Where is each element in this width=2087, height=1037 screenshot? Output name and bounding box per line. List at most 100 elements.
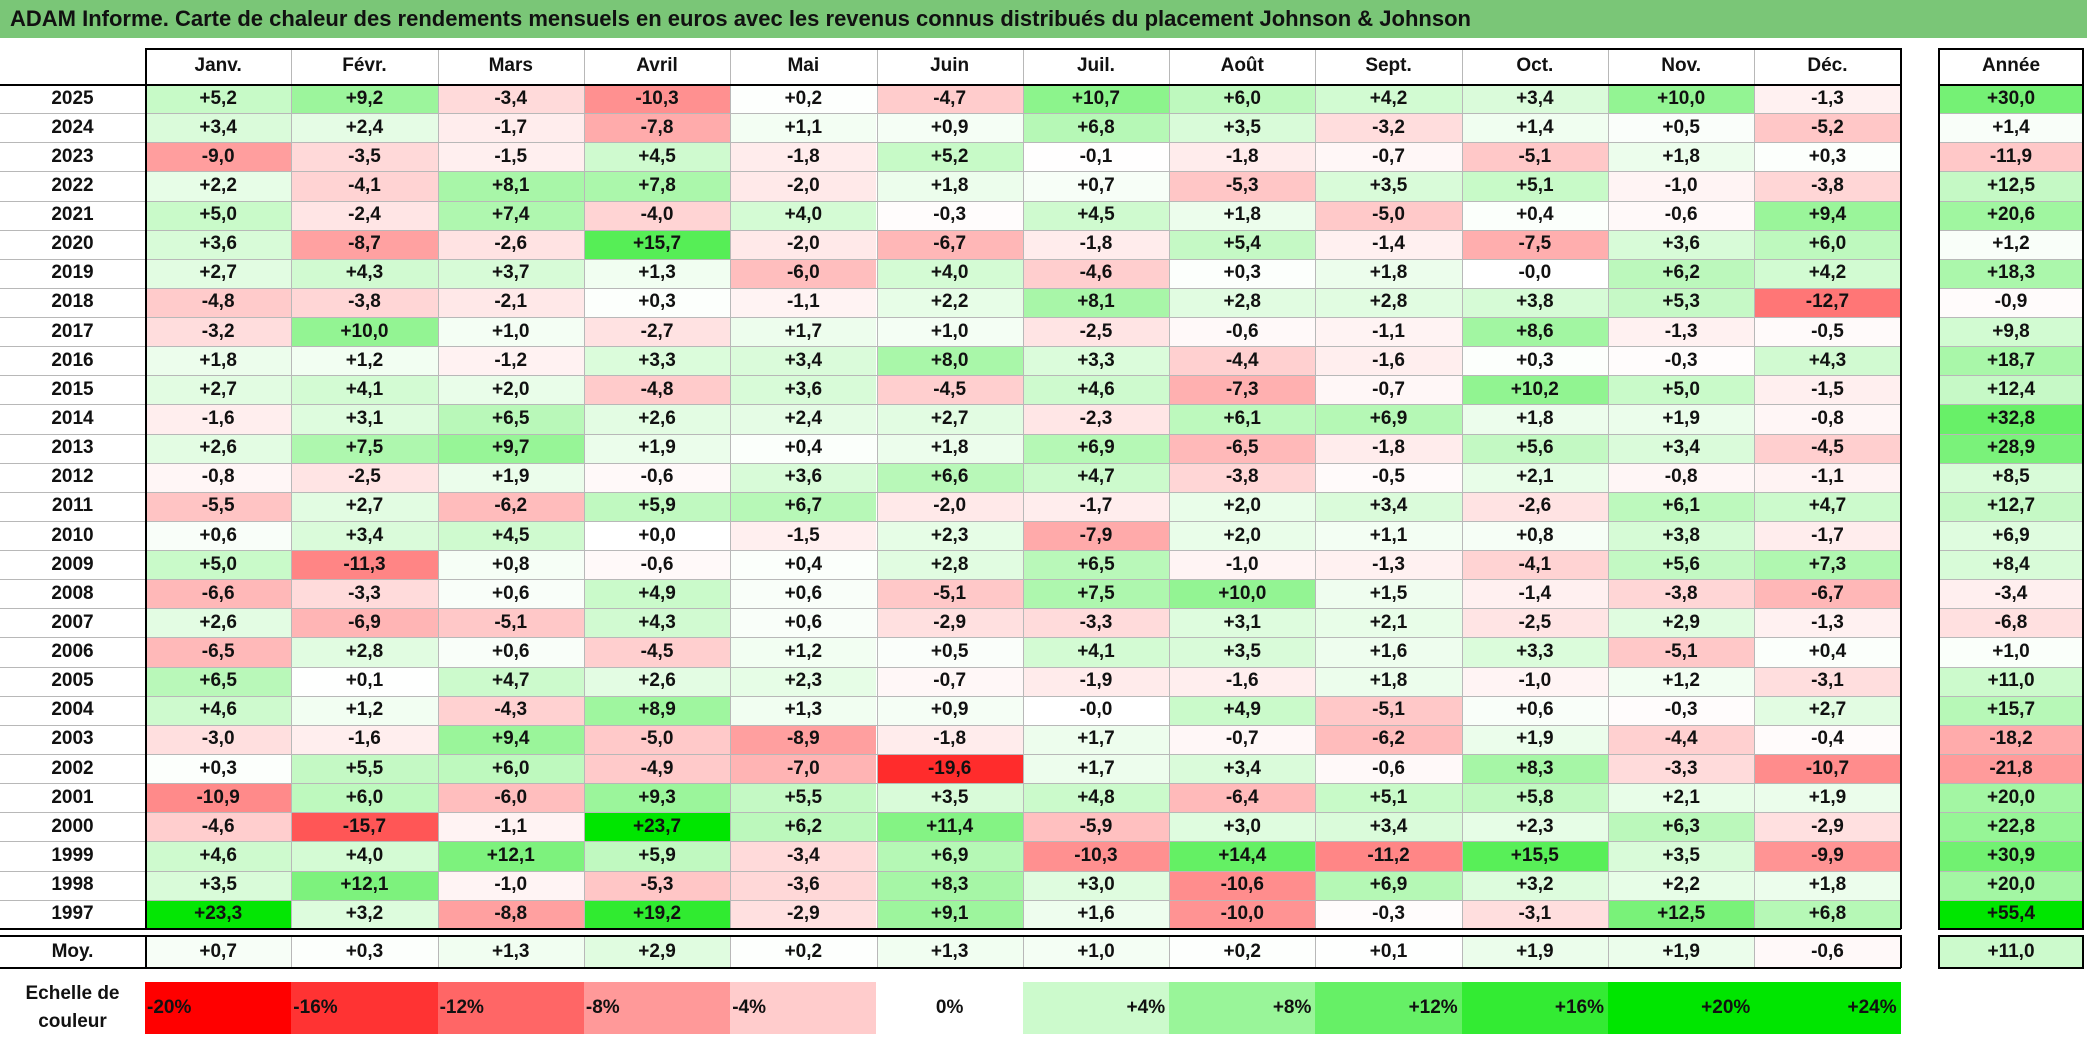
heatmap-cell: -6,5	[1169, 433, 1316, 463]
heatmap-cell: +3,1	[291, 404, 438, 434]
heatmap-cell: -0,0	[1461, 258, 1608, 288]
heatmap-cell: +3,4	[1315, 491, 1462, 521]
heatmap-cell: +0,8	[1461, 520, 1608, 551]
heatmap-cell: +4,5	[583, 142, 731, 172]
heatmap-cell: -4,6	[1022, 258, 1170, 288]
heatmap-cell: +9,7	[437, 433, 584, 463]
heatmap-cell: -3,8	[1754, 171, 1901, 201]
heatmap-cell: -6,6	[145, 579, 292, 609]
heatmap-cell: +2,1	[1315, 608, 1462, 638]
title-bar: ADAM Informe. Carte de chaleur des rende…	[0, 0, 2087, 38]
heatmap-cell: +2,6	[583, 666, 731, 696]
heatmap-cell: -3,6	[730, 870, 877, 900]
heatmap-cell: -19,6	[876, 753, 1023, 784]
heatmap-cell: +0,6	[1461, 695, 1608, 725]
year-header: Année	[1981, 55, 2041, 76]
heatmap-cell: -10,0	[1169, 899, 1316, 929]
heatmap-cell: +2,8	[1315, 287, 1462, 318]
heatmap-cell: -9,9	[1754, 841, 1901, 871]
row-year-label: 2001	[51, 786, 94, 808]
heatmap-cell: -5,3	[1169, 171, 1316, 201]
month-header: Déc.	[1807, 55, 1848, 76]
annual-cell: -6,8	[1938, 608, 2084, 638]
heatmap-cell: -5,1	[1461, 142, 1608, 172]
scale-step: +12%	[1315, 982, 1462, 1034]
heatmap-cell: -1,5	[437, 142, 584, 172]
average-annual-cell: +11,0	[1938, 935, 2084, 968]
row-year-label: 2021	[51, 204, 94, 226]
heatmap-cell: -0,3	[1608, 346, 1755, 376]
grid-line	[1938, 637, 2084, 639]
heatmap-cell: -4,5	[876, 375, 1023, 405]
heatmap-cell: -6,7	[876, 229, 1023, 259]
annual-cell: -11,9	[1938, 142, 2084, 172]
row-year-label: 1997	[51, 903, 94, 925]
month-header: Juin	[930, 55, 970, 76]
heatmap-cell: +6,0	[1754, 229, 1901, 259]
grid-line	[1938, 695, 2084, 697]
heatmap-cell: -2,0	[730, 229, 877, 259]
heatmap-cell: -0,0	[1022, 695, 1170, 725]
heatmap-cell: +5,1	[1315, 783, 1462, 813]
heatmap-cell: -1,0	[437, 870, 584, 900]
border-line	[2082, 935, 2084, 968]
heatmap-cell: +1,8	[876, 433, 1023, 463]
heatmap-cell: -9,0	[145, 142, 292, 172]
heatmap-cell: +3,2	[291, 899, 438, 929]
heatmap-cell: -4,5	[583, 637, 731, 667]
heatmap-cell: +4,0	[876, 258, 1023, 288]
heatmap-cell: -1,4	[1461, 579, 1608, 609]
heatmap-cell: +15,7	[583, 229, 731, 259]
heatmap-cell: +2,6	[145, 433, 292, 463]
scale-step: -8%	[583, 982, 731, 1034]
heatmap-cell: +2,7	[1754, 695, 1901, 725]
grid-line	[0, 229, 1901, 231]
grid-line	[0, 724, 1901, 726]
heatmap-cell: -1,7	[437, 113, 584, 143]
heatmap-cell: -11,2	[1315, 841, 1462, 871]
border-line	[0, 935, 1901, 937]
heatmap-cell: -0,7	[1315, 142, 1462, 172]
heatmap-cell: +4,9	[583, 579, 731, 609]
heatmap-cell: -2,3	[1022, 404, 1170, 434]
annual-cell: +8,5	[1938, 462, 2084, 492]
heatmap-cell: -1,6	[1169, 666, 1316, 696]
row-year-label: 2024	[51, 116, 94, 138]
border-line	[1899, 935, 1902, 968]
heatmap-cell: +3,4	[291, 520, 438, 551]
heatmap-cell: -10,9	[145, 783, 292, 813]
grid-line	[0, 841, 1901, 843]
grid-line	[0, 171, 1901, 173]
heatmap-cell: +1,1	[1315, 520, 1462, 551]
average-cell: +0,2	[1169, 935, 1316, 968]
heatmap-cell: +9,4	[437, 724, 584, 754]
heatmap-cell: +3,4	[1461, 84, 1608, 114]
heatmap-cell: -6,2	[437, 491, 584, 521]
average-cell: -0,6	[1754, 935, 1901, 968]
border-line	[0, 967, 1901, 969]
heatmap-cell: -0,8	[1608, 462, 1755, 492]
heatmap-cell: +6,8	[1754, 899, 1901, 929]
grid-line	[1938, 579, 2084, 581]
heatmap-cell: +14,4	[1169, 841, 1316, 871]
heatmap-cell: +12,1	[291, 870, 438, 900]
grid-line	[0, 200, 1901, 202]
grid-line	[730, 48, 732, 929]
heatmap-cell: +2,0	[437, 375, 584, 405]
scale-step: -12%	[437, 982, 584, 1034]
heatmap-cell: +0,3	[1169, 258, 1316, 288]
annual-cell: +11,0	[1938, 666, 2084, 696]
heatmap-cell: -10,3	[583, 84, 731, 114]
heatmap-cell: -1,0	[1608, 171, 1755, 201]
grid-line	[1938, 287, 2084, 289]
grid-line	[0, 695, 1901, 697]
heatmap-cell: +2,8	[1169, 287, 1316, 318]
grid-line	[0, 317, 1901, 319]
annual-cell: +28,9	[1938, 433, 2084, 463]
heatmap-cell: -3,4	[730, 841, 877, 871]
grid-line	[437, 935, 439, 968]
heatmap-cell: -10,6	[1169, 870, 1316, 900]
month-header: Sept.	[1365, 55, 1412, 76]
grid-line	[1938, 550, 2084, 552]
heatmap-cell: -0,6	[1315, 753, 1462, 784]
